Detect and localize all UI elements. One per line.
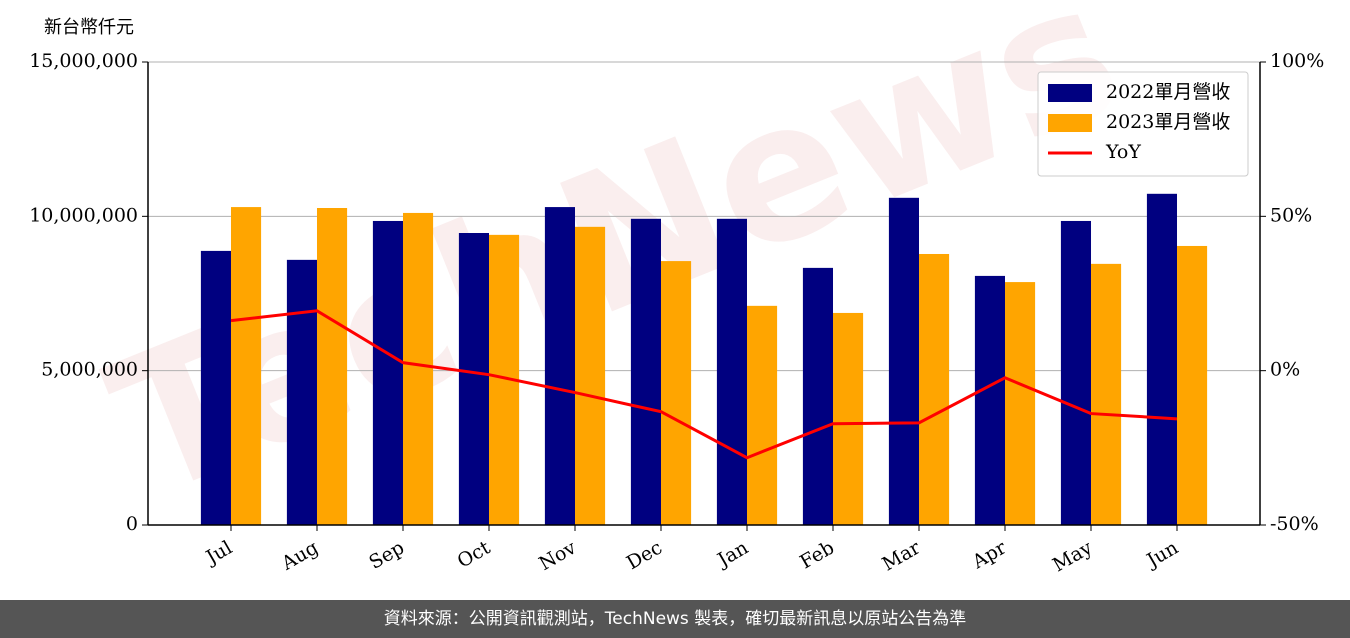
x-tick-label: Jan: [712, 537, 752, 573]
bar: [630, 218, 661, 525]
legend-label: 2023單月營收: [1106, 111, 1230, 133]
bar: [660, 261, 692, 525]
x-tick-label: Apr: [968, 536, 1011, 573]
y2-tick-label: 50%: [1270, 204, 1312, 226]
bar: [402, 212, 434, 526]
x-tick-label: Jul: [201, 537, 236, 570]
legend-label: YoY: [1105, 141, 1141, 163]
x-tick-label: Dec: [623, 537, 666, 575]
x-tick-label: Jun: [1141, 537, 1182, 573]
x-tick-label: May: [1049, 536, 1096, 576]
line: [230, 309, 1178, 460]
bar: [200, 250, 231, 526]
x-tick-label: Mar: [878, 536, 924, 575]
bar: [544, 207, 575, 525]
bar: [372, 220, 403, 526]
bar: [574, 226, 606, 525]
bar: [316, 207, 348, 525]
bar: [833, 312, 864, 525]
bar: [1005, 282, 1036, 525]
bar: [919, 253, 950, 525]
x-tick-label: Oct: [454, 536, 495, 572]
y-tick-label: 5,000,000: [41, 359, 138, 381]
bar: [716, 218, 748, 525]
bar: [458, 233, 489, 525]
bar: [802, 267, 834, 525]
y-axis-label: 新台幣仟元: [44, 17, 134, 38]
x-tick-label: Feb: [796, 537, 838, 574]
y2-tick-label: 100%: [1270, 50, 1324, 72]
y-tick-label: 15,000,000: [29, 50, 138, 72]
bar: [974, 275, 1006, 525]
bar: [230, 207, 262, 525]
legend-swatch: [1048, 114, 1092, 132]
y-tick-label: 10,000,000: [29, 204, 138, 226]
bar: [1060, 220, 1092, 526]
bar: [888, 197, 920, 525]
bar: [1146, 193, 1178, 525]
y2-tick-label: 0%: [1270, 359, 1300, 381]
bar: [1091, 263, 1122, 525]
legend-swatch: [1048, 84, 1092, 102]
bar: [286, 259, 317, 525]
x-tick-label: Sep: [365, 537, 408, 574]
chart: 新台幣仟元 TechNews05,000,00010,000,00015,000…: [29, 0, 1324, 576]
y-tick-label: 0: [126, 513, 138, 535]
y2-tick-label: -50%: [1270, 513, 1319, 535]
footer: 資料來源：公開資訊觀測站，TechNews 製表，確切最新訊息以原站公告為準: [0, 600, 1350, 638]
x-tick-label: Nov: [535, 536, 580, 575]
bar: [747, 305, 778, 525]
legend-label: 2022單月營收: [1106, 81, 1230, 103]
x-tick-label: Aug: [277, 537, 322, 576]
bar: [1177, 245, 1208, 525]
